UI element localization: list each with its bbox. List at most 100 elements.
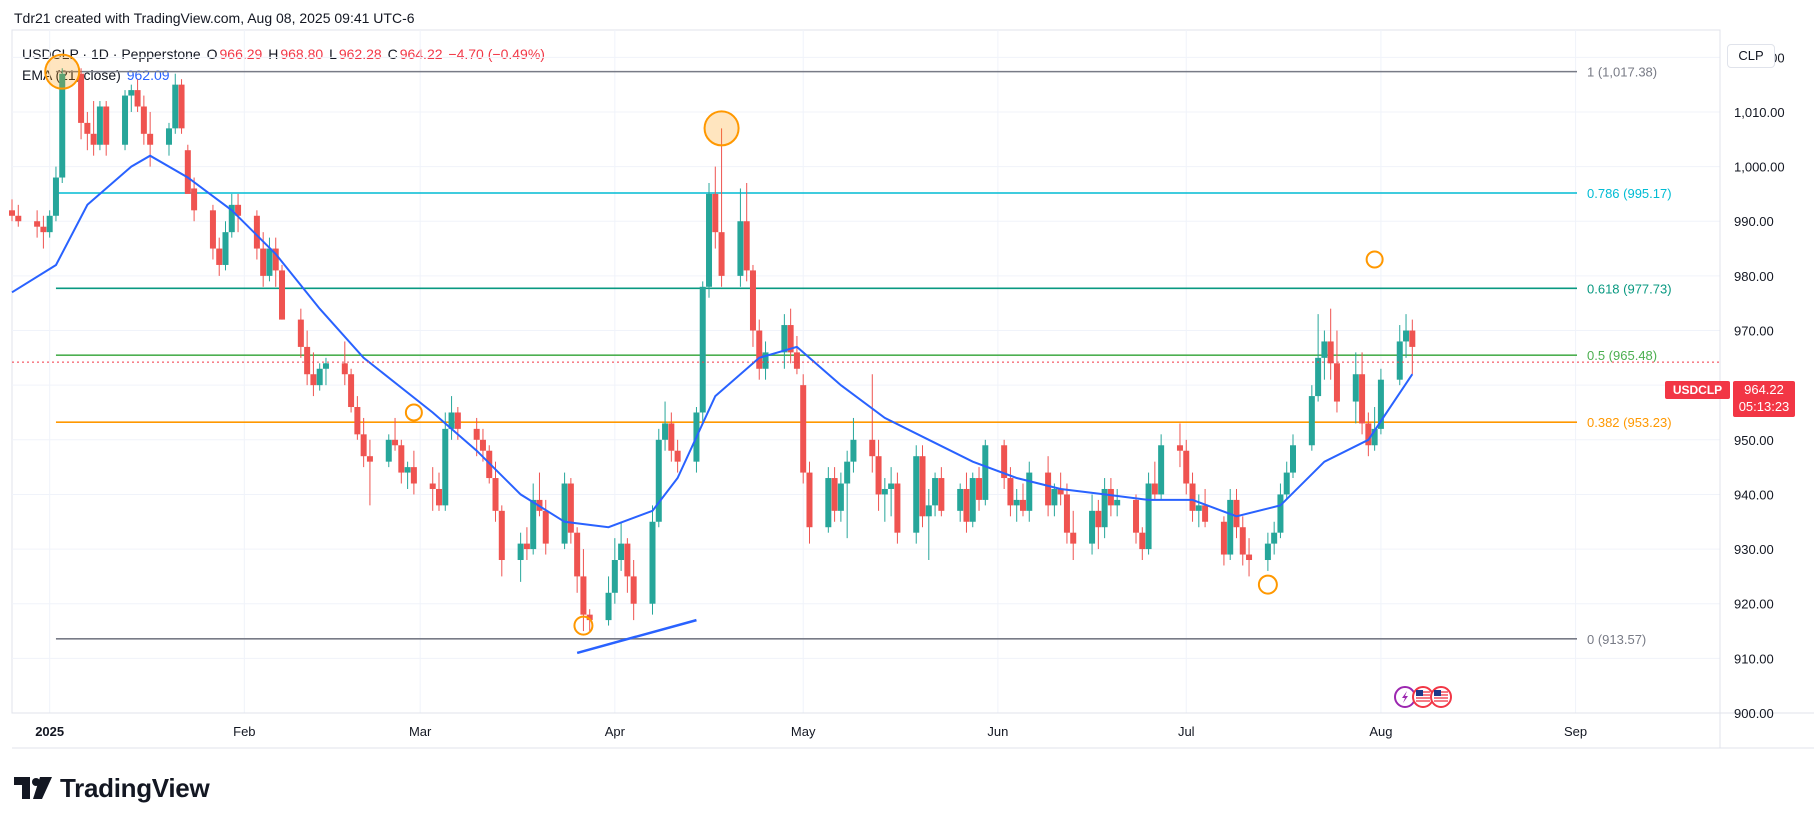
candle-body	[52, 177, 59, 216]
candle-body	[436, 488, 442, 506]
trend-line	[576, 618, 697, 655]
candle-body	[1359, 374, 1366, 424]
candle-body	[1176, 445, 1183, 451]
candle-body	[624, 543, 631, 577]
candle-body	[310, 374, 317, 386]
candle-body	[718, 232, 725, 276]
candle-body	[932, 478, 939, 506]
swing-highlight-circle	[573, 615, 594, 636]
candle-body	[844, 461, 851, 484]
candle-body	[825, 478, 832, 528]
tradingview-logo-icon	[14, 777, 52, 799]
candle-body	[165, 128, 172, 145]
candle-body	[837, 483, 844, 511]
candle-body	[737, 221, 744, 276]
candle-body	[1063, 494, 1070, 533]
currency-button[interactable]: CLP	[1727, 44, 1775, 68]
candle-body	[498, 510, 505, 561]
candlestick-series	[9, 68, 1416, 632]
candle-body	[561, 483, 568, 544]
legend-o-value: 966.29	[219, 46, 263, 62]
y-tick-label: 910.00	[1734, 651, 1774, 666]
candle-body	[1095, 510, 1102, 528]
fib-level-label: 0.786 (995.17)	[1587, 186, 1672, 201]
candle-body	[1019, 499, 1026, 511]
candle-body	[279, 270, 286, 320]
candle-body	[806, 472, 813, 528]
legend-symbol[interactable]: USDCLP · 1D · Pepperstone	[22, 46, 201, 62]
candle-body	[580, 576, 587, 615]
candle-body	[662, 423, 669, 440]
fib-level-label: 0.5 (965.48)	[1587, 348, 1657, 363]
candle-body	[1377, 379, 1384, 429]
x-tick-label: Jul	[1178, 724, 1195, 739]
candle-body	[712, 193, 719, 233]
fib-level-label: 0.618 (977.73)	[1587, 281, 1672, 296]
y-tick-label: 1,010.00	[1734, 105, 1785, 120]
candle-body	[1145, 483, 1152, 550]
candle-body	[134, 90, 141, 107]
candle-body	[1403, 330, 1410, 342]
candle-body	[1283, 472, 1290, 495]
x-tick-label: May	[791, 724, 816, 739]
price-tag-symbol: USDCLP	[1665, 381, 1730, 399]
candle-body	[781, 325, 788, 353]
candle-body	[228, 204, 235, 233]
y-tick-label: 920.00	[1734, 597, 1774, 612]
candle-body	[699, 286, 706, 413]
candle-body	[178, 84, 185, 129]
candle-body	[957, 488, 964, 511]
candle-body	[1070, 532, 1077, 544]
x-tick-label: Mar	[409, 724, 432, 739]
candle-body	[392, 439, 399, 446]
candle-body	[128, 90, 135, 96]
legend-c-label: C	[387, 46, 398, 62]
candle-body	[831, 478, 838, 511]
fib-level-label: 0.382 (953.23)	[1587, 415, 1672, 430]
candle-body	[209, 210, 216, 249]
plot-frame	[11, 29, 1721, 714]
candle-body	[1158, 445, 1165, 495]
candle-body	[442, 428, 449, 506]
candle-body	[618, 543, 625, 561]
y-tick-label: 940.00	[1734, 487, 1774, 502]
candle-body	[34, 221, 41, 227]
swing-highlight-circle	[1365, 250, 1384, 269]
last-price-tag: USDCLP 964.22 05:13:23	[1665, 381, 1795, 419]
y-tick-label: 900.00	[1734, 706, 1774, 721]
candle-body	[611, 560, 618, 593]
candle-body	[216, 248, 223, 265]
candle-body	[1321, 341, 1328, 358]
candle-body	[253, 215, 260, 249]
candle-body	[1189, 483, 1196, 511]
candle-body	[103, 106, 110, 145]
candle-body	[706, 193, 713, 287]
candle-body	[1151, 483, 1158, 495]
brand[interactable]: TradingView	[14, 773, 210, 803]
candle-body	[479, 439, 486, 451]
candle-body	[1277, 494, 1284, 533]
flag-canton	[1434, 690, 1441, 696]
candle-body	[674, 450, 681, 462]
candle-body	[1327, 341, 1334, 364]
candle-body	[1227, 499, 1234, 555]
y-tick-label: 980.00	[1734, 269, 1774, 284]
candle-body	[894, 483, 901, 533]
x-tick-label: Apr	[605, 724, 626, 739]
candle-body	[925, 505, 932, 517]
candle-body	[1352, 374, 1359, 402]
candle-body	[1220, 521, 1227, 555]
candle-body	[260, 248, 267, 276]
legend-change: −4.70 (−0.49%)	[448, 46, 545, 62]
candle-body	[147, 133, 154, 145]
candle-body	[649, 521, 656, 604]
candle-body	[1195, 505, 1202, 511]
legend-h-value: 968.80	[280, 46, 324, 62]
candle-body	[574, 532, 581, 577]
candle-body	[1107, 488, 1114, 506]
y-tick-label: 1,000.00	[1734, 160, 1785, 175]
legend-o-label: O	[206, 46, 218, 62]
candle-body	[542, 510, 549, 544]
candle-body	[800, 385, 807, 473]
